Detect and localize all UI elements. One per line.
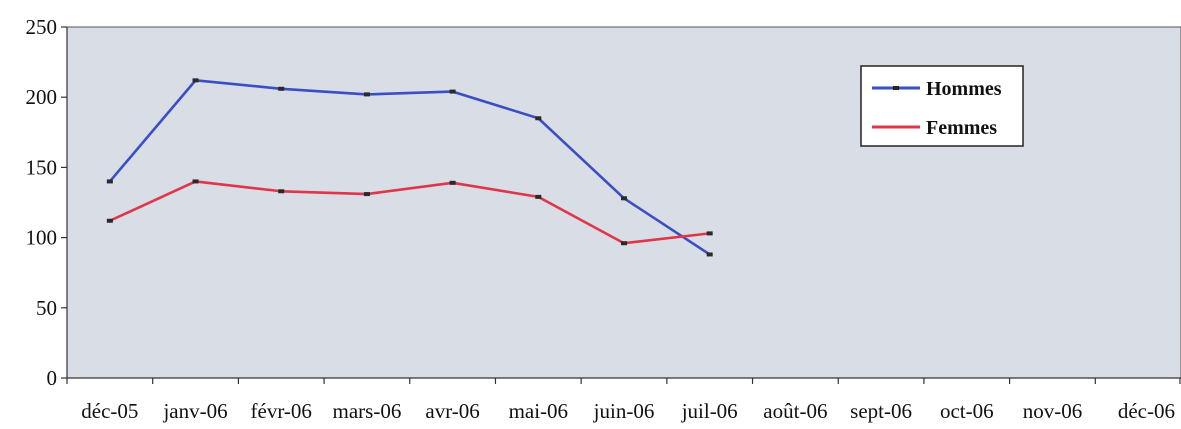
data-point-femmes (192, 179, 199, 184)
y-tick-label: 50 (36, 296, 57, 320)
x-tick-label: mai-06 (509, 399, 568, 423)
x-tick-label: janv-06 (162, 399, 227, 423)
data-point-hommes (278, 86, 285, 91)
data-point-hommes (706, 252, 713, 257)
x-tick-label: juin-06 (593, 399, 655, 423)
data-point-hommes (192, 78, 199, 83)
x-tick-label: sept-06 (850, 399, 912, 423)
data-point-hommes (621, 196, 627, 201)
x-tick-label: avr-06 (425, 399, 479, 423)
data-point-hommes (535, 116, 542, 121)
legend-box (860, 65, 1024, 147)
series-line-hommes (108, 79, 711, 256)
x-tick-label: févr-06 (251, 399, 312, 423)
x-tick-label: août-06 (763, 399, 827, 423)
x-tick-label: oct-06 (940, 399, 994, 423)
data-point-femmes (535, 194, 542, 199)
x-tick-label: déc-06 (1118, 399, 1175, 423)
data-point-hommes (106, 179, 113, 184)
data-point-femmes (278, 189, 285, 194)
legend-marker-hommes (893, 86, 899, 90)
x-tick-label: mars-06 (333, 399, 402, 423)
series-layer (106, 78, 713, 257)
data-point-hommes (449, 89, 456, 94)
y-tick-label: 200 (26, 85, 58, 109)
y-tick-label: 100 (26, 226, 58, 250)
data-point-femmes (621, 241, 627, 246)
x-tick-label: nov-06 (1023, 399, 1083, 423)
data-point-hommes (363, 92, 370, 97)
legend: Hommes Femmes (860, 65, 1024, 147)
legend-label-hommes: Hommes (926, 78, 1002, 100)
data-point-femmes (363, 192, 370, 197)
data-point-femmes (106, 218, 113, 223)
legend-label-femmes: Femmes (926, 117, 997, 139)
y-tick-label: 150 (26, 155, 58, 179)
x-tick-label: déc-05 (81, 399, 138, 423)
data-point-femmes (449, 180, 456, 185)
series-line-femmes (109, 180, 710, 245)
data-point-femmes (706, 231, 713, 236)
x-axis: déc-05 janv-06 févr-06 mars-06 avr-06 mai-06 j… (66, 377, 1181, 423)
y-axis: 0 50 100 150 200 250 (26, 15, 68, 390)
y-tick-label: 250 (26, 15, 58, 39)
y-tick-label: 0 (47, 366, 58, 390)
x-tick-label: juil-06 (681, 399, 738, 423)
